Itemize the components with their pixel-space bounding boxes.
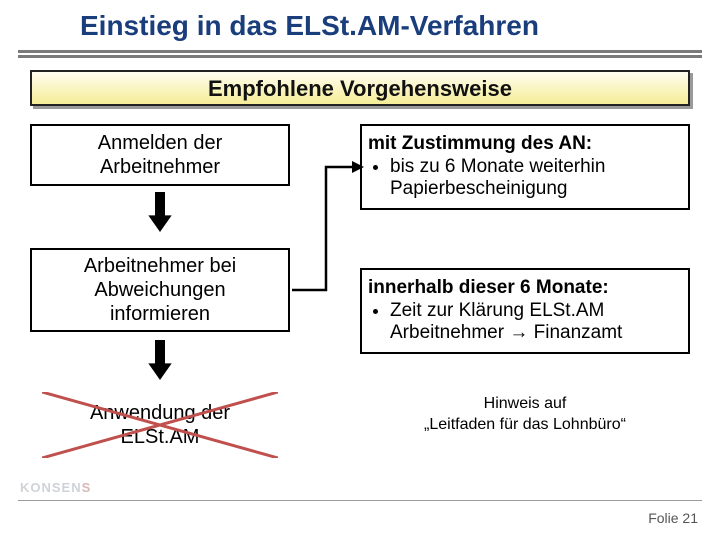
- box-anwendung-line1: Anwendung der: [90, 401, 230, 425]
- box-zustimmung-bullet1: bis zu 6 Monate weiterhin Papierbeschein…: [390, 156, 682, 202]
- box-anwendung-line2: ELSt.AM: [121, 425, 200, 449]
- box-innerhalb: innerhalb dieser 6 Monate: Zeit zur Klär…: [360, 268, 690, 354]
- box-zustimmung: mit Zustimmung des AN: bis zu 6 Monate w…: [360, 124, 690, 210]
- box-informieren-line1: Arbeitnehmer bei: [84, 254, 236, 278]
- box-informieren-line3: informieren: [110, 302, 210, 326]
- box-innerhalb-bullet1: Zeit zur Klärung ELSt.AM Arbeitnehmer → …: [390, 300, 682, 346]
- slide: Einstieg in das ELSt.AM-Verfahren Empfoh…: [0, 0, 720, 540]
- box-zustimmung-heading: mit Zustimmung des AN:: [368, 133, 592, 156]
- box-anmelden: Anmelden der Arbeitnehmer: [30, 124, 290, 186]
- title-underline-1: [18, 50, 702, 53]
- hint-line2: „Leitfaden für das Lohnbüro“: [360, 415, 690, 436]
- box-anmelden-line2: Arbeitnehmer: [100, 155, 220, 179]
- box-informieren-line2: Abweichungen: [94, 278, 225, 302]
- box-anmelden-line1: Anmelden der: [98, 131, 223, 155]
- box-informieren: Arbeitnehmer bei Abweichungen informiere…: [30, 248, 290, 332]
- brand-main: KONSEN: [20, 480, 82, 495]
- page-title: Einstieg in das ELSt.AM-Verfahren: [80, 10, 539, 42]
- box-innerhalb-heading: innerhalb dieser 6 Monate:: [368, 277, 609, 300]
- arrow-down-2-icon: [146, 340, 174, 380]
- hint-text: Hinweis auf „Leitfaden für das Lohnbüro“: [360, 394, 690, 436]
- brand-watermark: KONSENS: [20, 480, 91, 495]
- arrow-down-1-icon: [146, 192, 174, 232]
- box-anwendung: Anwendung der ELSt.AM: [30, 394, 290, 456]
- title-underline-2: [18, 55, 702, 58]
- hint-line1: Hinweis auf: [360, 394, 690, 415]
- brand-accent: S: [82, 480, 92, 495]
- subtitle-box: Empfohlene Vorgehensweise: [30, 70, 690, 106]
- footer-rule: [18, 500, 702, 501]
- page-number: Folie 21: [648, 510, 698, 526]
